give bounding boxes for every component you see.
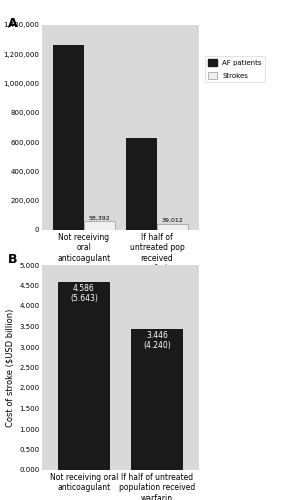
Bar [157, 224, 188, 230]
Text: 58,392: 58,392 [89, 216, 110, 220]
Bar [126, 138, 157, 230]
Bar [131, 328, 183, 470]
Bar [53, 45, 84, 230]
Y-axis label: Cost of stroke ($USD billion): Cost of stroke ($USD billion) [6, 308, 15, 426]
Text: 39,012: 39,012 [162, 218, 183, 223]
Bar [58, 282, 110, 470]
Text: A: A [8, 17, 17, 30]
Text: 3.446
(4.240): 3.446 (4.240) [143, 331, 171, 350]
Text: B: B [8, 252, 17, 266]
Legend: AF patients, Strokes: AF patients, Strokes [205, 56, 265, 82]
Bar [84, 222, 115, 230]
Text: 4.586
(5.643): 4.586 (5.643) [70, 284, 98, 304]
